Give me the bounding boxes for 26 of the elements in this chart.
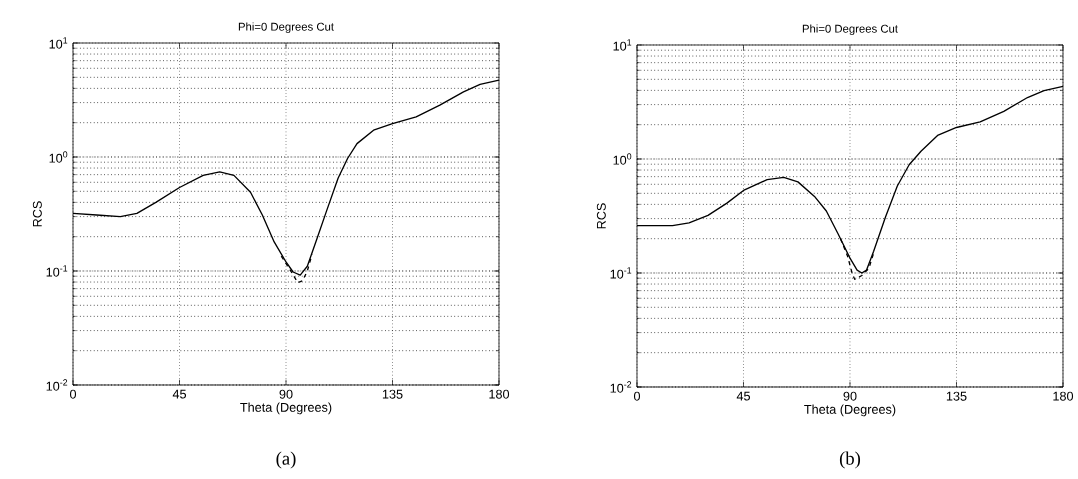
chart-title: Phi=0 Degrees Cut [802,24,898,35]
x-tick-label: 0 [69,389,77,399]
text: (a) [276,451,296,469]
x-axis-title: Theta (Degrees) [240,402,332,415]
y-axis-title: RCS [32,201,42,227]
x-tick-label: 90 [279,389,293,399]
y-tick-label: 10$^{-1}$ [610,267,632,279]
y-tick-label: 10$^{-1}$ [46,265,68,277]
x-tick-label: 180 [1053,391,1074,401]
x-tick-label: 0 [633,391,641,401]
x-tick-label: 90 [843,391,857,401]
x-axis-title: Theta (Degrees) [804,404,896,417]
y-tick-label: 10$^{-2}$ [610,381,632,393]
x-tick-label: 45 [172,389,187,399]
y-tick-label: 10$^{-2}$ [46,379,68,391]
x-tick-label: 135 [946,391,967,401]
y-tick-label: 10$^{0}$ [49,151,68,163]
text: (b) [839,451,861,469]
y-tick-label: 10$^{1}$ [613,39,632,51]
y-axis-title: RCS [596,203,606,229]
y-tick-label: 10$^{0}$ [613,153,632,165]
y-tick-label: 10$^{1}$ [49,37,68,49]
x-tick-label: 45 [736,391,751,401]
chart-title: Phi=0 Degrees Cut [238,22,334,33]
x-tick-label: 180 [489,389,510,399]
x-tick-label: 135 [382,389,403,399]
